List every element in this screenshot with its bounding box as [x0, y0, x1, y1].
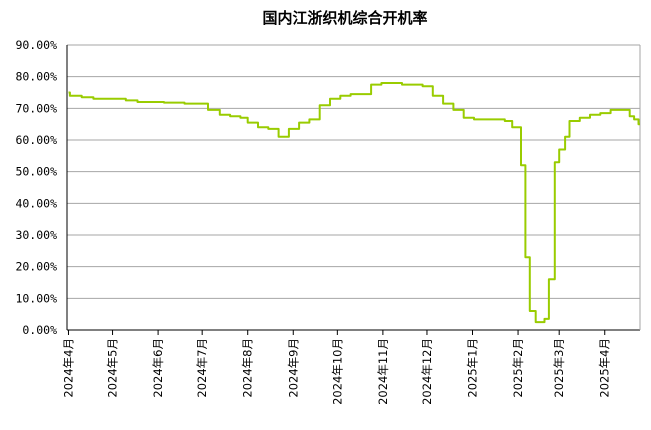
- x-tick-label: 2024年12月: [420, 338, 434, 405]
- x-tick-label: 2025年1月: [466, 338, 480, 398]
- y-tick-label: 90.00%: [15, 38, 57, 52]
- series: [68, 82, 640, 324]
- y-tick-label: 60.00%: [15, 133, 57, 147]
- x-tick-label: 2025年3月: [552, 338, 566, 398]
- y-tick-label: 80.00%: [15, 70, 57, 84]
- axes: [66, 45, 641, 335]
- y-tick-label: 10.00%: [15, 291, 57, 305]
- x-tick-label: 2025年2月: [511, 338, 525, 398]
- y-tick-label: 0.00%: [22, 323, 57, 337]
- y-tick-label: 20.00%: [15, 260, 57, 274]
- x-tick-label: 2024年8月: [241, 338, 255, 398]
- x-tick-label: 2025年4月: [598, 338, 612, 398]
- y-tick-label: 30.00%: [15, 228, 57, 242]
- x-axis-ticks: 2024年4月 2024年5月 2024年6月 2024年7月 2024年8月 2024年…: [61, 338, 611, 405]
- series-line: [68, 82, 640, 324]
- x-tick-label: 2024年6月: [151, 338, 165, 398]
- y-tick-label: 40.00%: [15, 196, 57, 210]
- x-tick-label: 2024年11月: [376, 338, 390, 405]
- grid: [67, 44, 640, 299]
- x-tick-label: 2024年7月: [195, 338, 209, 398]
- x-tick-label: 2024年9月: [286, 338, 300, 398]
- y-tick-label: 70.00%: [15, 101, 57, 115]
- y-axis-ticks: 0.00% 10.00% 20.00% 30.00% 40.00% 50.00% 60.00…: [15, 38, 57, 337]
- x-tick-label: 2024年10月: [330, 338, 344, 405]
- chart-title: 国内江浙织机综合开机率: [262, 9, 427, 27]
- x-tick-label: 2024年4月: [61, 338, 75, 398]
- x-tick-label: 2024年5月: [106, 338, 120, 398]
- y-tick-label: 50.00%: [15, 165, 57, 179]
